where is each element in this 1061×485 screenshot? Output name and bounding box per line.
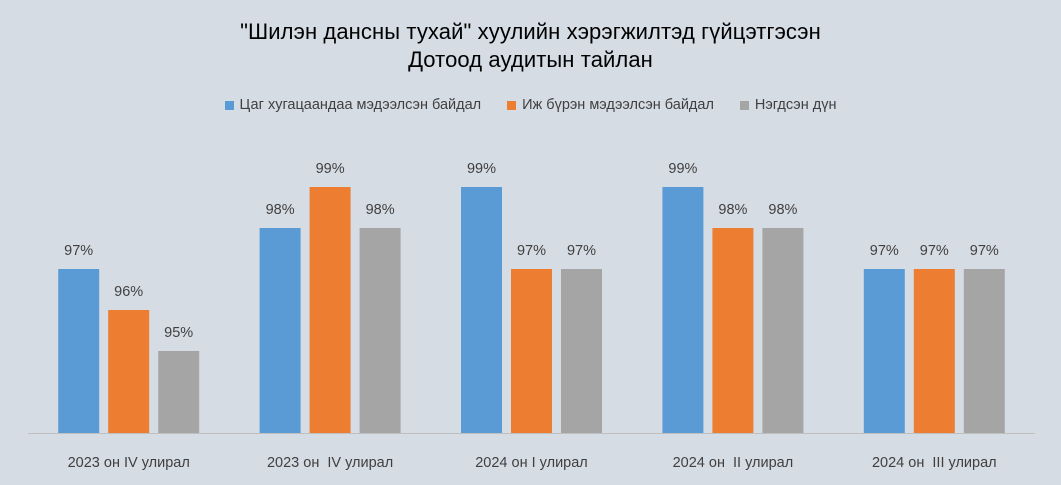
x-tick-label-2: 2024 он I улирал [475,455,588,471]
data-label-series-2-cat-0: 95% [164,325,193,341]
data-label-series-2-cat-2: 97% [567,243,596,259]
legend-item-timely: Цаг хугацаандаа мэдээлсэн байдал [224,97,482,113]
bar-series-1-cat-1 [309,187,351,433]
bar-series-2-cat-0 [158,351,200,433]
bar-series-1-cat-4 [913,269,955,433]
legend-item-complete: Иж бүрэн мэдээлсэн байдал [507,97,714,113]
legend-swatch-timely [224,100,234,110]
bar-series-2-cat-4 [963,269,1005,433]
x-tick-label-3: 2024 он II улирал [673,455,794,471]
legend-label-timely: Цаг хугацаандаа мэдээлсэн байдал [239,97,482,113]
legend-swatch-complete [507,100,517,110]
data-label-series-2-cat-1: 98% [366,202,395,218]
bar-series-0-cat-2 [461,187,502,433]
bar-series-2-cat-1 [359,228,401,433]
legend-label-complete: Иж бүрэн мэдээлсэн байдал [522,97,714,113]
data-label-series-1-cat-0: 96% [114,284,143,300]
x-tick-label-0: 2023 он IV улирал [68,455,190,471]
data-label-series-0-cat-2: 99% [467,161,496,177]
data-label-series-1-cat-2: 97% [517,243,546,259]
bar-series-0-cat-3 [662,187,704,433]
data-label-series-0-cat-0: 97% [64,243,93,259]
data-label-series-0-cat-4: 97% [870,243,899,259]
bar-series-0-cat-4 [863,269,905,433]
legend-label-total: Нэгдсэн дүн [754,97,837,113]
x-tick-label-1: 2023 он IV улирал [267,455,393,471]
bar-series-1-cat-0 [108,310,150,433]
legend-item-total: Нэгдсэн дүн [739,97,837,113]
x-tick-label-4: 2024 он III улирал [872,455,997,471]
chart-legend: Цаг хугацаандаа мэдээлсэн байдал Иж бүрэ… [0,97,1061,113]
bar-series-2-cat-2 [561,269,602,433]
data-label-series-0-cat-1: 98% [266,202,295,218]
bar-series-0-cat-0 [58,269,100,433]
data-label-series-2-cat-3: 98% [768,202,797,218]
chart-title-line-2: Дотоод аудитын тайлан [408,47,653,72]
chart-title: "Шилэн дансны тухай" хуулийн хэрэгжилтэд… [0,18,1061,74]
chart-title-line-1: "Шилэн дансны тухай" хуулийн хэрэгжилтэд… [240,19,821,44]
data-label-series-1-cat-3: 98% [718,202,747,218]
data-label-series-1-cat-1: 99% [316,161,345,177]
bar-series-1-cat-2 [511,269,552,433]
data-label-series-1-cat-4: 97% [920,243,949,259]
bar-series-0-cat-1 [259,228,301,433]
data-label-series-0-cat-3: 99% [668,161,697,177]
data-label-series-2-cat-4: 97% [970,243,999,259]
bar-series-1-cat-3 [712,228,754,433]
bar-series-2-cat-3 [762,228,804,433]
legend-swatch-total [739,100,749,110]
